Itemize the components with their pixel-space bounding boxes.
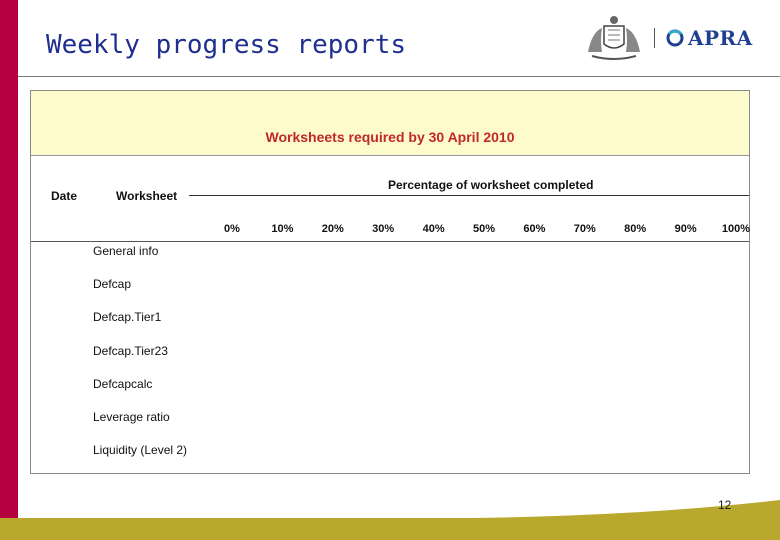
- worksheet-row-label: Defcapcalc: [93, 376, 153, 391]
- date-column-header: Date: [51, 189, 78, 203]
- apra-logo: APRA: [666, 24, 753, 52]
- percentage-label: 20%: [321, 223, 344, 235]
- worksheet-row-label: Defcap: [93, 277, 132, 292]
- apra-logo-text: APRA: [688, 26, 753, 50]
- percentage-label: 50%: [472, 223, 496, 235]
- worksheet-header-band: Worksheets required by 30 April 2010: [31, 91, 749, 156]
- percentage-label: 80%: [624, 223, 647, 235]
- worksheet-row-label: Defcap.Tier1: [93, 310, 162, 325]
- logo-divider: [654, 28, 655, 48]
- percentage-label: 10%: [271, 223, 294, 235]
- worksheet-table: Worksheets required by 30 April 2010 Dat…: [30, 90, 750, 474]
- footer-wave: [0, 500, 780, 540]
- header-bottom-line: [31, 241, 749, 242]
- worksheet-row-label: Liquidity (Level 2): [93, 443, 188, 458]
- percentage-label: 40%: [422, 223, 445, 235]
- worksheet-row-label: General info: [93, 244, 159, 258]
- percentage-underline: [189, 195, 749, 196]
- left-accent-bar: [0, 0, 18, 540]
- percentage-label: 0%: [224, 223, 240, 235]
- worksheet-column-header: Worksheet: [116, 189, 178, 203]
- worksheet-row-label: Defcap.Tier23: [93, 343, 168, 358]
- percentage-label: 100%: [721, 223, 751, 235]
- percentage-label: 70%: [573, 223, 596, 235]
- page-number: 12: [718, 498, 732, 512]
- percentage-label: 60%: [523, 223, 546, 235]
- percentage-label: 30%: [372, 223, 395, 235]
- coat-of-arms-icon: [588, 16, 640, 60]
- page-title: Weekly progress reports: [46, 30, 407, 60]
- percentage-label: 90%: [674, 223, 697, 235]
- worksheet-title: Worksheets required by 30 April 2010: [265, 129, 515, 145]
- worksheet-row-label: Leverage ratio: [93, 410, 170, 424]
- apra-ring-icon: [666, 29, 684, 47]
- percentage-header: Percentage of worksheet completed: [388, 178, 594, 192]
- header-divider: [18, 76, 780, 77]
